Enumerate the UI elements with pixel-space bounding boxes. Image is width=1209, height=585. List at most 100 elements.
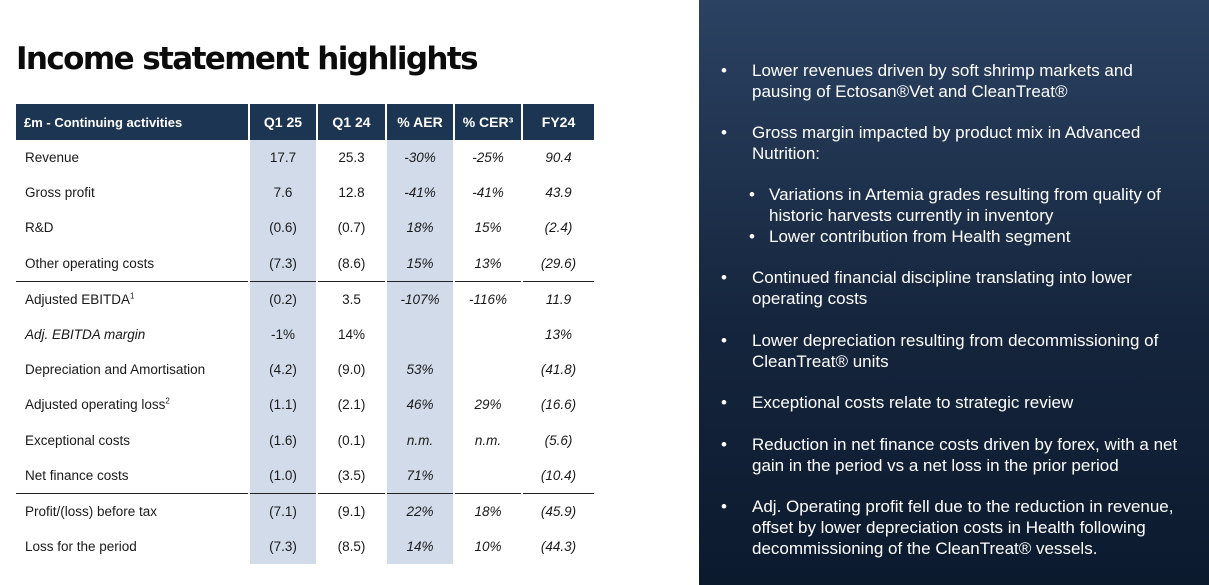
cell-fy24: (45.9)	[522, 492, 594, 530]
bullet-text: Continued financial discipline translati…	[752, 268, 1132, 308]
cell-q1-24: (8.6)	[317, 245, 387, 282]
cell-q1-25: (1.1)	[249, 387, 318, 423]
cell-fy24: (41.8)	[540, 362, 577, 378]
bullet-dot-icon: •	[721, 393, 727, 412]
bullet-dot-icon: •	[721, 268, 727, 287]
cell-q1-25: 7.6	[249, 175, 318, 211]
bullet-dot-icon: •	[749, 227, 755, 246]
row-label-text: Adj. EBITDA margin	[25, 327, 146, 343]
cell-fy24: 90.4	[545, 150, 572, 166]
bullet-dot-icon: •	[749, 185, 755, 204]
row-label: Adjusted EBITDA1	[16, 280, 250, 317]
row-label-text: Adjusted EBITDA	[25, 291, 131, 307]
table-row: Exceptional costs (1.6) (0.1) n.m. n.m. (5.6)	[16, 422, 594, 458]
header-label-col: £m - Continuing activities	[16, 104, 250, 140]
bullet-finance-costs: • Reduction in net finance costs driven …	[721, 434, 1181, 476]
table-row: Adjusted EBITDA1 (0.2) 3.5 -107% -116% 11.9	[16, 280, 594, 317]
bullet-dot-icon: •	[721, 331, 727, 350]
cell-q1-24: 3.5	[317, 280, 387, 317]
cell-q1-25: (0.6)	[249, 210, 318, 246]
cell-q1-25: (4.2)	[249, 352, 318, 388]
row-label: Adj. EBITDA margin	[16, 316, 250, 353]
row-label: R&D	[16, 210, 250, 246]
bullet-revenue: • Lower revenues driven by soft shrimp m…	[721, 60, 1181, 102]
cell-fy24: (5.6)	[544, 432, 573, 448]
cell-aer: -41%	[386, 175, 455, 211]
row-label: Depreciation and Amortisation	[16, 352, 250, 388]
cell-q1-24: (0.1)	[317, 422, 387, 458]
row-label-text: Loss for the period	[25, 539, 137, 555]
cell-q1-25: (7.1)	[249, 492, 318, 530]
cell-cer: 29%	[454, 387, 523, 423]
row-label-text: Revenue	[25, 150, 80, 166]
table-row: Other operating costs (7.3) (8.6) 15% 13% (29…	[16, 245, 594, 282]
cell-cer: n.m.	[454, 422, 523, 458]
cell-q1-25: (1.6)	[249, 422, 318, 458]
table-row: Profit/(loss) before tax (7.1) (9.1) 22% 18%…	[16, 492, 594, 530]
row-label: Profit/(loss) before tax	[16, 492, 250, 530]
cell-aer: 46%	[386, 387, 455, 423]
cell-fy24: (44.3)	[540, 539, 577, 555]
bullet-text: Adj. Operating profit fell due to the re…	[752, 497, 1174, 558]
table-row: Gross profit 7.6 12.8 -41% -41% 43.9	[16, 175, 594, 211]
header-fy24: FY24	[522, 104, 594, 140]
table-row: Loss for the period (7.3) (8.5) 14% 10% (44.3…	[16, 529, 594, 565]
cell-cer	[454, 316, 523, 353]
cell-cer: 13%	[454, 245, 523, 282]
header-q1-24: Q1 24	[317, 104, 387, 140]
bullet-depreciation: • Lower depreciation resulting from deco…	[721, 330, 1191, 372]
cell-q1-24: 25.3	[317, 140, 387, 176]
bullet-dot-icon: •	[721, 61, 727, 80]
bullet-text: Gross margin impacted by product mix in …	[752, 123, 1141, 163]
row-label: Exceptional costs	[16, 422, 250, 458]
row-label-text: Depreciation and Amortisation	[25, 362, 206, 378]
footnote-marker: 2	[165, 396, 170, 406]
cell-fy24: (29.6)	[540, 255, 577, 271]
bullet-financial-discipline: • Continued financial discipline transla…	[721, 267, 1181, 309]
header-aer: % AER	[386, 104, 455, 140]
cell-cer: 15%	[454, 210, 523, 246]
cell-aer: -107%	[386, 280, 455, 317]
row-label: Loss for the period	[16, 529, 250, 565]
cell-q1-24: (3.5)	[317, 457, 387, 494]
cell-q1-24: (8.5)	[317, 529, 387, 565]
cell-cer: 10%	[454, 529, 523, 565]
bullet-text: Variations in Artemia grades resulting f…	[769, 185, 1161, 225]
cell-aer: 18%	[386, 210, 455, 246]
bullet-text: Exceptional costs relate to strategic re…	[752, 393, 1074, 412]
cell-q1-24: (0.7)	[317, 210, 387, 246]
cell-fy24: 43.9	[545, 185, 572, 201]
bullet-text: Lower revenues driven by soft shrimp mar…	[752, 61, 1133, 101]
cell-q1-24: (9.1)	[317, 492, 387, 530]
cell-aer: 14%	[386, 529, 455, 565]
cell-aer: 22%	[386, 492, 455, 530]
row-label: Revenue	[16, 140, 250, 176]
row-label-text: Net finance costs	[25, 467, 129, 483]
cell-cer	[454, 457, 523, 494]
row-label-text: Gross profit	[25, 185, 95, 201]
cell-cer: -25%	[454, 140, 523, 176]
row-label: Net finance costs	[16, 457, 250, 494]
row-label: Other operating costs	[16, 245, 250, 282]
bullet-text: Lower contribution from Health segment	[769, 227, 1071, 246]
header-cer: % CER³	[454, 104, 523, 140]
cell-cer: -116%	[454, 280, 523, 317]
table-row: Depreciation and Amortisation (4.2) (9.0) 5…	[16, 352, 594, 388]
row-label-text: Adjusted operating loss	[25, 397, 166, 413]
bullet-exceptional: • Exceptional costs relate to strategic …	[721, 392, 1181, 413]
cell-q1-25: (1.0)	[249, 457, 318, 494]
table-row: Adj. EBITDA margin -1% 14% 13%	[16, 316, 594, 353]
cell-fy24: (10.4)	[540, 467, 577, 483]
row-label: Gross profit	[16, 175, 250, 211]
sub-bullet-artemia: • Variations in Artemia grades resulting…	[749, 184, 1201, 226]
cell-aer: 71%	[386, 457, 455, 494]
row-label-text: R&D	[25, 220, 54, 236]
cell-aer: n.m.	[386, 422, 455, 458]
cell-aer: 15%	[386, 245, 455, 282]
cell-cer	[454, 352, 523, 388]
cell-q1-24: (9.0)	[317, 352, 387, 388]
bullet-text: Reduction in net finance costs driven by…	[752, 435, 1178, 475]
row-label-text: Profit/(loss) before tax	[25, 503, 158, 519]
cell-q1-25: (7.3)	[249, 529, 318, 565]
row-label-text: Other operating costs	[25, 255, 155, 271]
